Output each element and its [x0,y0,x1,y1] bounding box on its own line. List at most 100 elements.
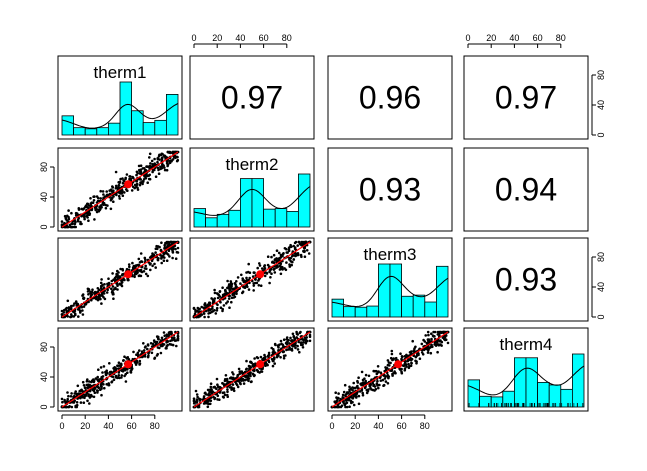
histogram-bar [73,127,86,136]
scatter-point [64,217,68,220]
histogram-bar [514,357,527,408]
scatter-point [117,181,120,184]
scatter-point [97,379,100,383]
scatter-point [223,379,227,383]
scatter-point [343,383,347,387]
scatter-point [202,395,206,398]
scatter-point [92,199,96,202]
scatter-point [150,165,153,168]
scatter-point [103,283,106,286]
variable-label: therm1 [94,63,147,82]
scatter-point [215,377,219,381]
scatter-point [207,308,210,312]
scatter-point [174,247,177,251]
scatter-point [230,296,234,300]
scatter-point [128,177,131,181]
scatter-point [232,387,236,390]
scatter-point [226,388,229,391]
scatter-point [157,168,160,172]
scatter-point [434,344,438,347]
scatter-point [89,197,92,200]
scatter-point [418,357,422,361]
scatter-point [308,339,312,343]
scatter-point [100,375,103,379]
mean-point [256,270,265,279]
scatter-point [244,375,247,378]
scatter-point [74,300,78,303]
scatter-point [339,397,343,401]
histogram-bar [297,173,311,228]
scatter-point [73,392,76,395]
scatter-point [279,339,283,343]
scatter-point [93,391,97,395]
scatter-point [446,341,450,345]
scatter-point [429,351,433,355]
scatter-point [250,380,253,383]
axis-tick-label: 20 [80,421,90,431]
scatter-point [384,380,388,383]
scatter-point [352,381,356,385]
scatter-point [208,301,211,305]
scatter-point [73,312,77,316]
scatter-point [264,364,267,368]
fit-line [61,331,179,408]
scatter-point [353,386,357,390]
scatter-point [289,243,292,247]
scatter-point [122,179,126,183]
scatter-point [85,383,89,387]
scatter-point [281,268,284,271]
histogram-bar [205,217,218,228]
scatter-point [263,274,267,278]
scatter-point [410,361,413,365]
scatter-point [167,242,171,246]
scatter-point [139,181,142,184]
scatter-point [108,362,111,365]
scatter-point [303,336,307,339]
scatter-point [231,371,234,374]
scatter-point [237,379,240,383]
scatter-point [121,269,125,272]
scatter-point [344,393,348,396]
histogram-bar [165,94,179,136]
axis-tick-label: 60 [259,33,269,43]
scatter-point [67,308,71,311]
scatter-point [245,359,248,363]
scatter-point [207,315,210,319]
scatter-point [245,276,248,280]
scatter-point [86,399,89,403]
scatter-point [77,315,80,318]
scatter-point [307,252,311,255]
scatter-point [157,257,160,260]
scatter-point [225,377,229,381]
scatter-point [279,262,283,266]
scatter-point [162,154,166,157]
scatter-point [159,165,162,169]
scatter-point [266,263,270,267]
scatter-point [205,400,208,403]
scatter-point [118,376,121,380]
scatter-point [165,168,169,172]
scatter-point [273,271,277,274]
histogram-bar [119,81,132,136]
scatter-point [81,380,85,384]
scatter-point [163,166,166,169]
scatter-point [131,266,135,269]
panel-r1-c3: 0.94 [463,147,589,232]
scatter-point [149,268,152,272]
mean-point [256,360,265,369]
scatter-point [236,385,240,389]
scatter-point [114,287,117,291]
scatter-point [266,363,269,367]
scatter-point [105,190,108,193]
scatter-point [166,164,169,168]
scatter-point [102,286,106,289]
scatter-point [72,304,75,307]
scatter-point [379,379,383,383]
scatter-point [90,380,93,384]
bottom-axis-col2: 0 20 40 60 80 [329,414,430,431]
scatter-point [139,274,143,278]
scatter-point [156,166,160,170]
scatter-point [239,382,242,386]
scatter-point [390,369,394,373]
scatter-point [238,370,241,374]
